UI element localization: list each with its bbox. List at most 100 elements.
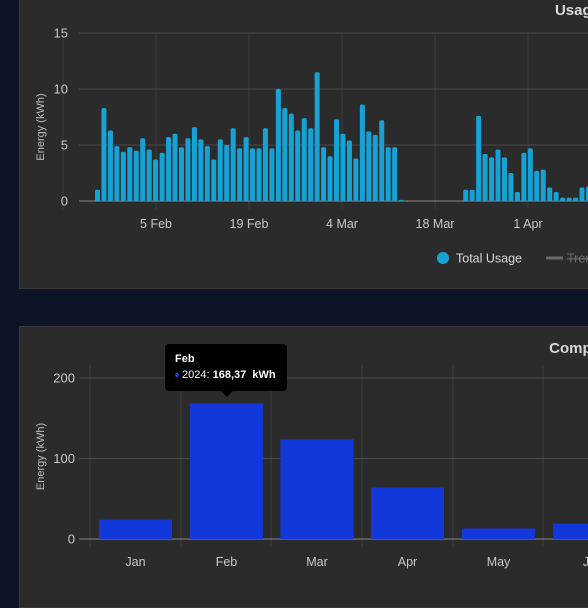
- bar: [353, 158, 359, 201]
- y-tick-label: 0: [61, 194, 68, 209]
- bar: [153, 159, 159, 201]
- bar: [269, 148, 275, 201]
- bar: [127, 147, 133, 201]
- x-tick-label: Ju: [583, 555, 588, 569]
- bar: [534, 170, 540, 201]
- bar: [114, 146, 120, 201]
- bar: [579, 187, 585, 201]
- bar: [495, 149, 501, 201]
- bar: [190, 403, 263, 539]
- bar: [250, 148, 256, 201]
- bar: [366, 131, 372, 201]
- x-tick-label: 18 Mar: [416, 217, 455, 231]
- y-axis-label: Energy (kWh): [35, 93, 47, 160]
- bar: [237, 148, 243, 201]
- x-tick-label: 4 Mar: [326, 217, 358, 231]
- tooltip-arrow: [221, 391, 233, 397]
- bar: [371, 487, 444, 539]
- bar: [334, 119, 340, 201]
- bar: [295, 130, 301, 201]
- bar: [398, 199, 404, 201]
- bar: [314, 72, 320, 201]
- bar: [566, 197, 572, 201]
- y-tick-label: 100: [53, 451, 75, 466]
- bar: [340, 133, 346, 201]
- x-tick-label: Jan: [125, 555, 145, 569]
- bar: [275, 89, 281, 201]
- bar: [140, 138, 146, 201]
- tooltip-value: 168,37: [212, 369, 247, 381]
- bar: [204, 146, 210, 201]
- bar: [553, 192, 559, 201]
- bar: [501, 157, 507, 201]
- bar: [256, 148, 262, 201]
- y-tick-label: 5: [61, 138, 68, 153]
- bar: [489, 157, 495, 201]
- tooltip-title: Feb: [175, 353, 195, 365]
- bar: [527, 148, 533, 201]
- bar: [321, 147, 327, 201]
- bar: [547, 187, 553, 201]
- bar: [120, 151, 126, 201]
- tooltip-row: 2024: 168,37 kWh: [175, 369, 276, 381]
- y-tick-label: 0: [68, 532, 75, 547]
- bar: [262, 128, 268, 201]
- y-axis-label: Energy (kWh): [35, 423, 47, 490]
- x-tick-label: 1 Apr: [513, 217, 542, 231]
- legend-label-total-usage: Total Usage: [456, 252, 522, 266]
- x-tick-label: Mar: [306, 555, 328, 569]
- bar: [514, 192, 520, 201]
- bar: [191, 127, 197, 201]
- bar: [107, 130, 113, 201]
- bar: [198, 139, 204, 201]
- bar: [230, 128, 236, 201]
- tooltip-unit: kWh: [252, 369, 276, 381]
- bar: [185, 138, 191, 201]
- bar: [308, 128, 314, 201]
- bar: [508, 173, 514, 201]
- card-title: Usage: [554, 2, 588, 19]
- card-title: Compa: [549, 340, 588, 357]
- x-tick-label: 5 Feb: [140, 217, 172, 231]
- bar: [178, 147, 184, 201]
- legend-label-trend: Trend: [567, 252, 588, 266]
- bar: [166, 137, 172, 201]
- bar: [462, 528, 535, 539]
- bar: [476, 115, 482, 201]
- bar: [540, 169, 546, 201]
- tooltip-series-label: 2024:: [182, 369, 210, 381]
- bar: [217, 139, 223, 201]
- bar: [372, 134, 378, 201]
- bar: [280, 439, 354, 539]
- bar: [211, 159, 217, 201]
- comparison-chart: 0 100 200 Energy (kWh) Jan Feb Mar Apr May Ju: [35, 365, 588, 569]
- legend-marker-total-usage: [437, 252, 449, 264]
- bar: [379, 120, 385, 201]
- x-tick-label: Feb: [216, 555, 238, 569]
- bar: [172, 133, 178, 201]
- bar: [243, 137, 249, 201]
- y-tick-label: 15: [54, 26, 68, 41]
- y-tick-label: 200: [53, 371, 75, 386]
- bar: [385, 147, 391, 201]
- bar: [301, 118, 307, 201]
- bar: [521, 152, 527, 201]
- bar: [359, 104, 365, 201]
- bar: [159, 152, 165, 201]
- bar: [327, 156, 333, 201]
- bar: [560, 197, 566, 201]
- chart-tooltip: Feb 2024: 168,37 kWh: [165, 344, 287, 391]
- bar: [463, 189, 469, 201]
- bar: [553, 523, 588, 539]
- bar: [146, 149, 152, 201]
- bar: [99, 519, 172, 539]
- bar: [482, 153, 488, 201]
- bar: [224, 145, 230, 201]
- bar: [282, 108, 288, 201]
- x-tick-label: Apr: [398, 555, 417, 569]
- bar: [95, 189, 100, 201]
- bar: [288, 113, 294, 201]
- bar: [101, 108, 107, 201]
- y-tick-label: 10: [54, 82, 68, 97]
- bar: [392, 147, 398, 201]
